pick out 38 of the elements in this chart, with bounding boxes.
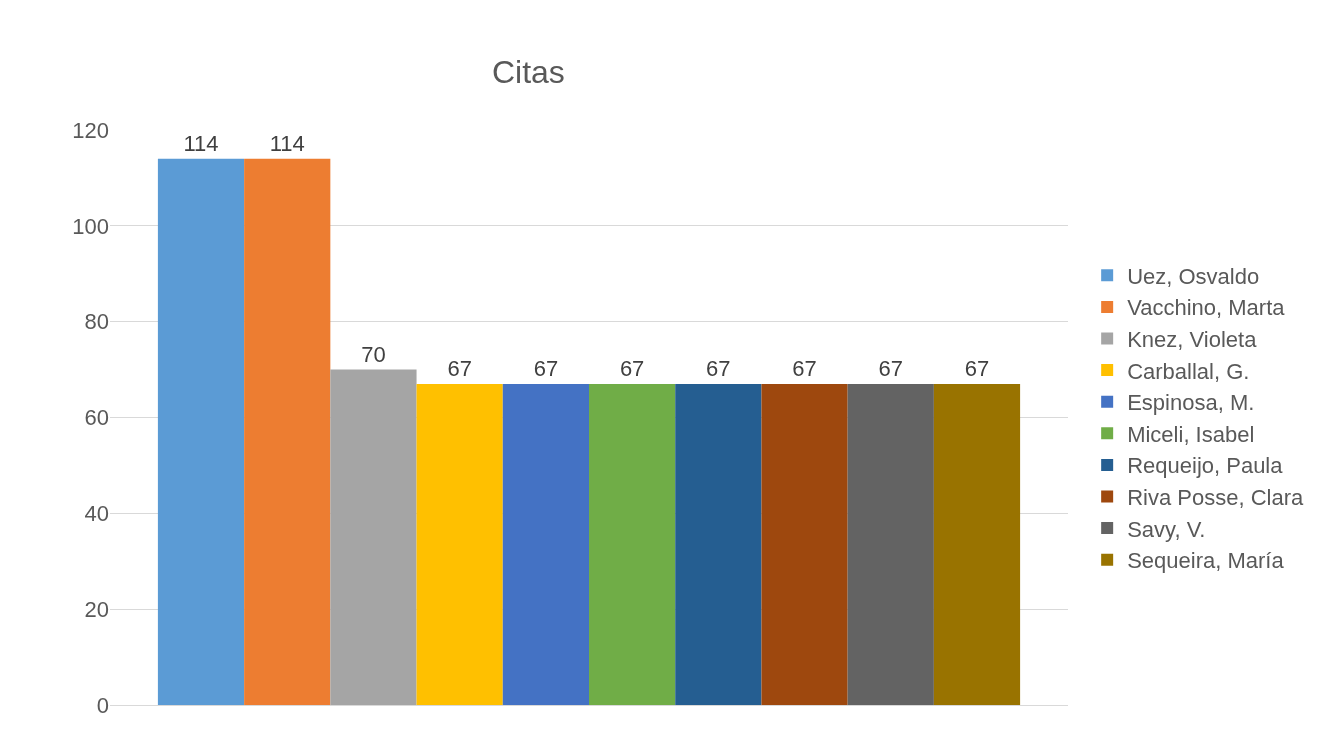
legend-label: Espinosa, M. (1127, 390, 1255, 416)
data-label: 67 (878, 355, 904, 381)
legend-label: Riva Posse, Clara (1127, 485, 1304, 511)
legend-label: Sequeira, María (1127, 548, 1285, 574)
bar (330, 369, 417, 705)
y-tick-label: 60 (84, 405, 109, 431)
legend-label: Miceli, Isabel (1127, 421, 1255, 447)
data-label: 70 (361, 341, 386, 367)
bar (244, 158, 331, 705)
bar (761, 383, 848, 705)
bar (157, 158, 245, 705)
legend-label: Knez, Violeta (1127, 327, 1258, 353)
y-tick-label: 100 (72, 213, 109, 239)
y-tick-label: 120 (72, 117, 109, 143)
y-tick-label: 40 (84, 501, 109, 527)
legend-label: Vacchino, Marta (1127, 295, 1286, 321)
legend-label: Savy, V. (1127, 516, 1206, 542)
data-label: 67 (533, 355, 559, 381)
y-tick-label: 0 (96, 692, 109, 718)
bar (847, 383, 934, 705)
legend-label: Requeijo, Paula (1127, 453, 1284, 479)
data-label: 67 (706, 355, 731, 381)
legend-label: Carballal, G. (1127, 358, 1250, 384)
y-tick-label: 20 (84, 596, 109, 622)
bar (502, 383, 589, 705)
data-label: 67 (964, 355, 990, 381)
legend-label: Uez, Osvaldo (1127, 263, 1260, 289)
data-label: 114 (269, 130, 305, 156)
bar (416, 383, 503, 705)
y-tick-label: 80 (84, 309, 109, 335)
bar (675, 383, 762, 705)
chart-title: Citas (491, 53, 565, 90)
data-label: 114 (183, 130, 219, 156)
data-label: 67 (792, 355, 817, 381)
data-label: 67 (619, 355, 645, 381)
data-label: 67 (447, 355, 472, 381)
bar (589, 383, 676, 705)
bar (933, 383, 1021, 705)
